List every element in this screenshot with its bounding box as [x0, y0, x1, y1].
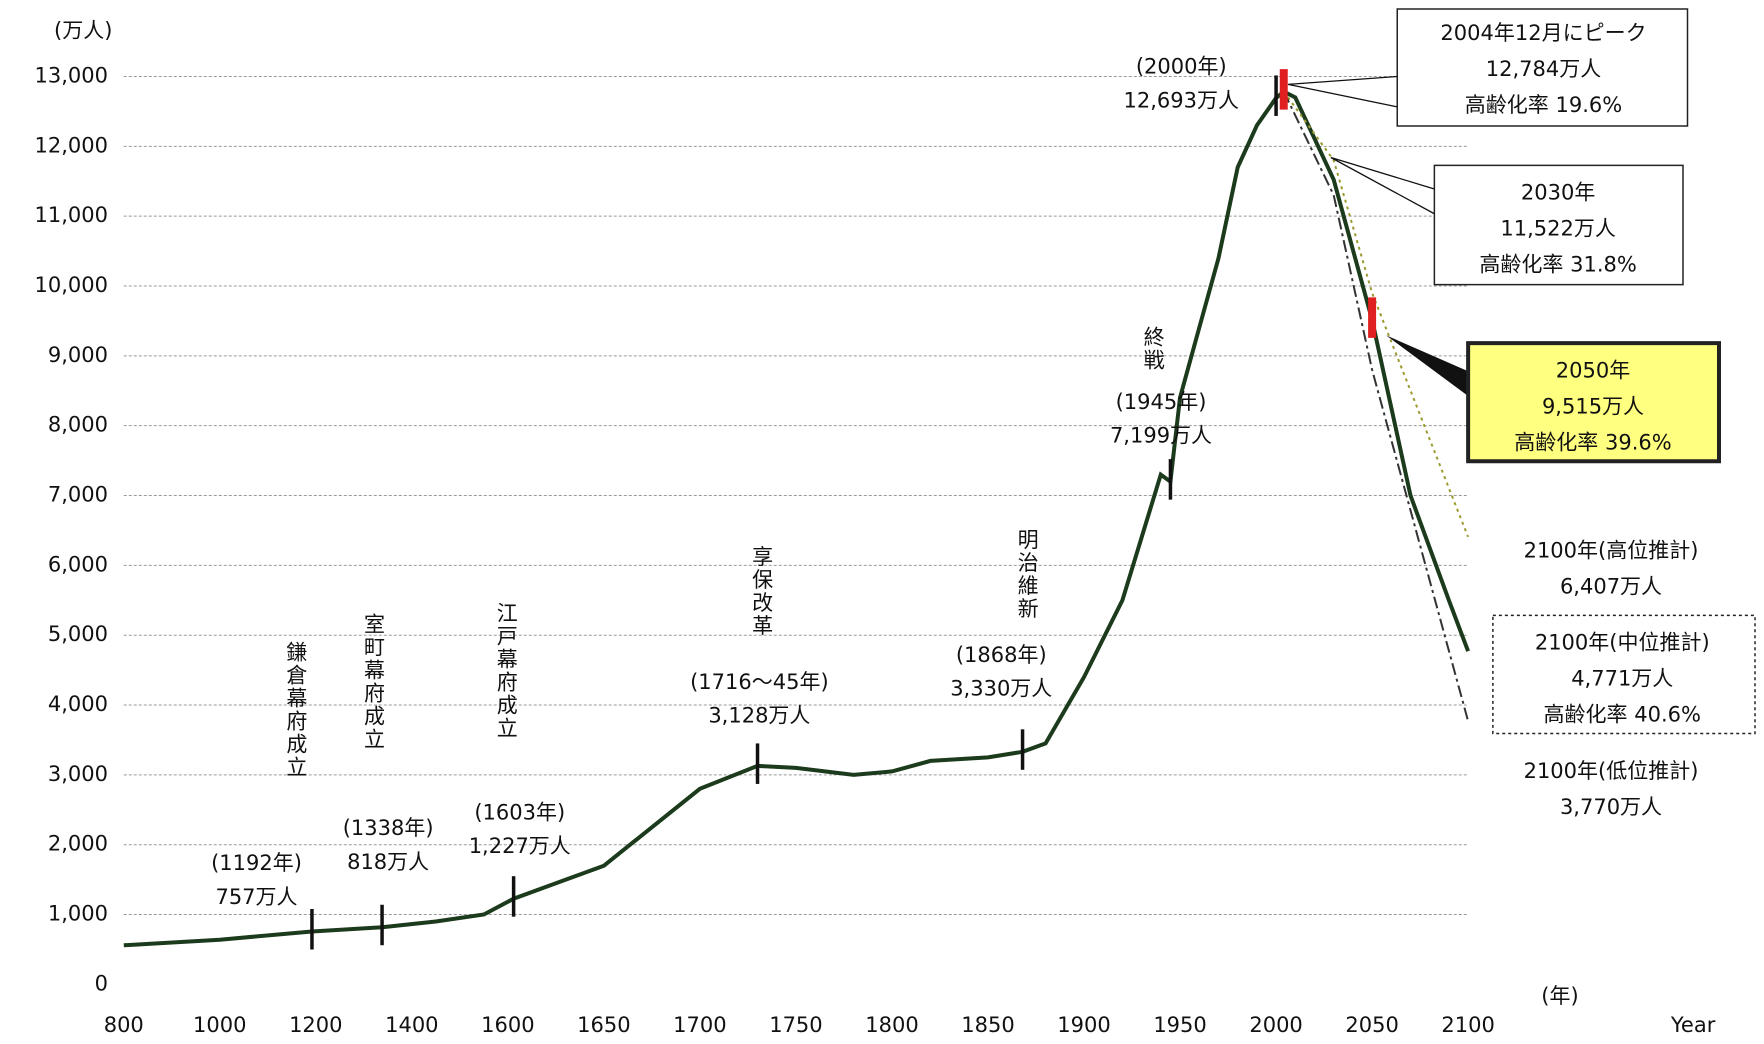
annotation-text: 11,522万人 — [1500, 217, 1615, 241]
annotation-text: 2100年(中位推計) — [1535, 631, 1710, 655]
aging-rate: 高齢化率 19.6% — [1465, 93, 1622, 117]
annotation-text: 3,128万人 — [708, 704, 810, 728]
aging-rate: 高齢化率 40.6% — [1544, 703, 1701, 727]
x-tick-label: 1800 — [865, 1013, 918, 1037]
aging-rate: 高齢化率 39.6% — [1514, 430, 1671, 454]
x-tick-label: 1750 — [769, 1013, 822, 1037]
x-tick-label: 2000 — [1249, 1013, 1302, 1037]
event-label: 鎌倉幕府成立 — [284, 641, 308, 779]
x-tick-label: 1000 — [193, 1013, 246, 1037]
x-tick-label: 1950 — [1153, 1013, 1206, 1037]
callout-box — [1466, 341, 1721, 464]
y-tick-label: 1,000 — [48, 902, 108, 926]
event-label: 江戸幕府成立 — [494, 602, 518, 740]
event-label: 享保改革 — [750, 546, 774, 638]
x-tick-label: 1200 — [289, 1013, 342, 1037]
annotation-text: 6,407万人 — [1560, 574, 1662, 598]
y-tick-label: 2,000 — [48, 832, 108, 856]
x-unit: (年) — [1541, 984, 1578, 1008]
y-tick-label: 3,000 — [48, 762, 108, 786]
line-series — [1282, 91, 1470, 538]
x-tick-label: 2050 — [1345, 1013, 1398, 1037]
callout-box — [1492, 614, 1756, 735]
annotation-text: 9,515万人 — [1542, 394, 1644, 418]
annotation-text: 12,693万人 — [1124, 88, 1239, 112]
y-tick-label: 9,000 — [48, 343, 108, 367]
annotation-text: 1,227万人 — [469, 834, 571, 858]
annotation-text: 757万人 — [215, 885, 297, 909]
annotation-text: 3,770万人 — [1560, 795, 1662, 819]
annotation-text: 12,784万人 — [1486, 57, 1601, 81]
annotation-text: 4,771万人 — [1571, 667, 1673, 691]
x-tick-label: 800 — [104, 1013, 144, 1037]
y-unit: (万人) — [54, 19, 112, 43]
annotation-text: 2100年(高位推計) — [1524, 538, 1699, 562]
leader-line — [1287, 75, 1398, 108]
annotation-text: (1716～45年) — [690, 670, 829, 694]
y-tick-label: 11,000 — [35, 203, 108, 227]
aging-rate: 高齢化率 31.8% — [1479, 253, 1636, 277]
y-tick-label: 0 — [95, 971, 108, 995]
leader-line — [1386, 335, 1469, 396]
annotation-text: 2050年 — [1556, 358, 1630, 382]
x-tick-label: 1650 — [577, 1013, 630, 1037]
leader-line — [1330, 156, 1435, 215]
y-tick-label: 13,000 — [35, 64, 108, 88]
annotation-text: 7,199万人 — [1110, 424, 1212, 448]
y-tick-label: 4,000 — [48, 692, 108, 716]
annotation-text: 2004年12月にピーク — [1440, 21, 1646, 45]
event-label: 明治維新 — [1015, 529, 1039, 621]
x-title: Year — [1670, 1013, 1716, 1037]
annotation-text: 2100年(低位推計) — [1524, 759, 1699, 783]
line-series — [1282, 91, 1470, 722]
x-tick-label: 1850 — [961, 1013, 1014, 1037]
callout-box — [1396, 8, 1689, 127]
y-tick-label: 12,000 — [35, 133, 108, 157]
x-tick-label: 1600 — [481, 1013, 534, 1037]
annotation-text: (1338年) — [343, 816, 434, 840]
annotation-text: 3,330万人 — [950, 677, 1052, 701]
y-tick-label: 10,000 — [35, 273, 108, 297]
event-label: 室町幕府成立 — [362, 613, 386, 751]
annotation-text: (1603年) — [474, 800, 565, 824]
x-tick-label: 1700 — [673, 1013, 726, 1037]
callout-box — [1433, 164, 1684, 286]
annotation-text: (1192年) — [211, 851, 302, 875]
annotation-text: 2030年 — [1521, 181, 1595, 205]
y-tick-label: 8,000 — [48, 413, 108, 437]
event-label: 終戦 — [1141, 326, 1165, 372]
x-tick-label: 1400 — [385, 1013, 438, 1037]
annotation-text: 818万人 — [347, 850, 429, 874]
y-tick-label: 6,000 — [48, 552, 108, 576]
annotation-text: (1868年) — [956, 643, 1047, 667]
y-tick-label: 7,000 — [48, 483, 108, 507]
annotation-text: (2000年) — [1136, 55, 1227, 79]
x-tick-label: 1900 — [1057, 1013, 1110, 1037]
y-tick-label: 5,000 — [48, 622, 108, 646]
annotation-text: (1945年) — [1116, 390, 1207, 414]
line-series — [123, 89, 1470, 948]
x-tick-label: 2100 — [1441, 1013, 1494, 1037]
